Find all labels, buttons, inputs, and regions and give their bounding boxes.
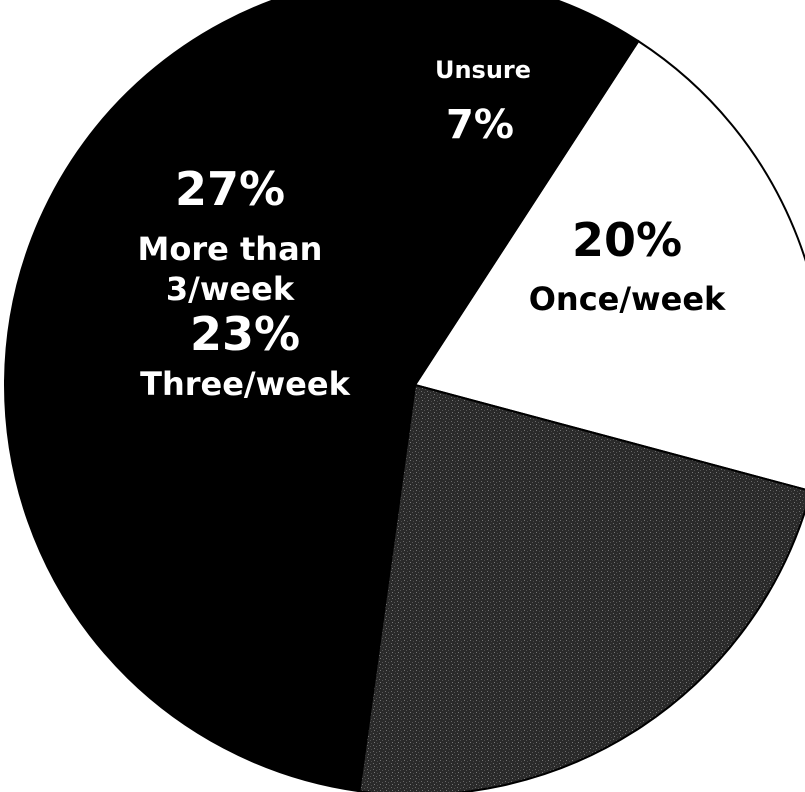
- pie-category-label-three-week: Three/week: [140, 365, 350, 403]
- pie-value-label-twice-week: 23%: [523, 307, 633, 361]
- pie-category-label-twice-week: Twice/week: [475, 365, 681, 403]
- pie-value-label-once-week: 20%: [572, 213, 682, 267]
- pie-category-label-unsure: Unsure: [435, 56, 531, 84]
- pie-category-label-once-week: Once/week: [529, 280, 726, 318]
- pie-labels: 20%Once/week23%Twice/week23%Three/week27…: [138, 56, 726, 403]
- pie-slice-twice-week: [358, 383, 805, 792]
- pie-slice-three-week: [4, 379, 417, 792]
- pie-value-label-three-week: 23%: [190, 307, 300, 361]
- pie-slice-once-week: [413, 39, 805, 491]
- pie-value-label-unsure: 7%: [446, 102, 514, 148]
- pie-slice-more-than-3-week: [4, 0, 469, 387]
- pie-category-label-more-than-3-week-1: More than: [138, 230, 323, 268]
- pie-category-label-more-than-3-week-2: 3/week: [166, 270, 295, 308]
- pie-slice-unsure: [414, 0, 640, 386]
- pie-slices: [4, 0, 805, 792]
- pie-value-label-more-than-3-week: 27%: [175, 162, 285, 216]
